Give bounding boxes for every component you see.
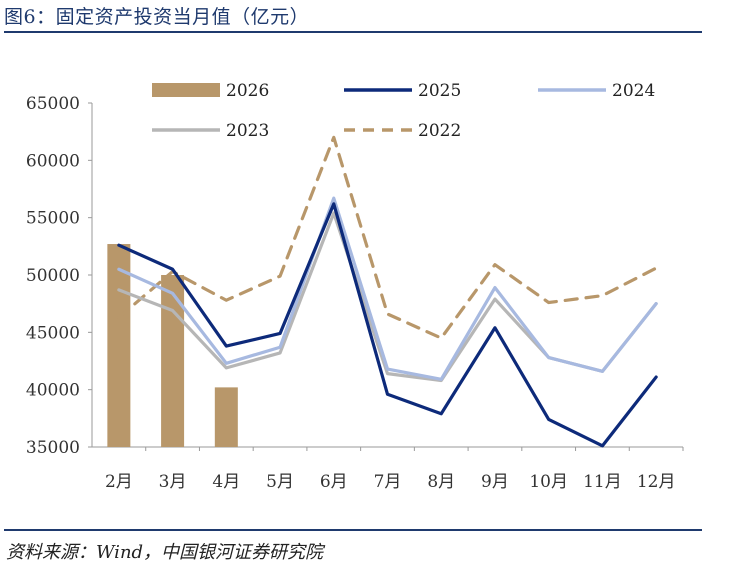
- y-tick-label: 35000: [26, 438, 80, 458]
- legend-label-2025: 2025: [418, 81, 461, 101]
- y-tick-label: 50000: [26, 266, 80, 286]
- legend-label-2026: 2026: [226, 81, 269, 101]
- x-tick-label: 12月: [637, 472, 676, 492]
- x-tick-label: 11月: [583, 472, 622, 492]
- legend-swatch-2026: [152, 83, 220, 97]
- y-tick-label: 55000: [26, 209, 80, 229]
- x-tick-label: 2月: [105, 472, 133, 492]
- legend-label-2022: 2022: [418, 121, 461, 141]
- line-series: [117, 135, 658, 448]
- y-tick-label: 60000: [26, 151, 80, 171]
- bar-2026: [107, 244, 131, 447]
- legend-label-2024: 2024: [612, 81, 655, 101]
- y-tick-label: 40000: [26, 381, 80, 401]
- source-note: 资料来源：Wind，中国银河证券研究院: [6, 542, 324, 563]
- bar-2026: [214, 387, 238, 447]
- x-tick-label: 8月: [427, 472, 455, 492]
- x-tick-label: 3月: [159, 472, 187, 492]
- chart-title: 图6：固定资产投资当月值（亿元）: [4, 6, 310, 28]
- x-tick-label: 9月: [481, 472, 509, 492]
- y-tick-label: 45000: [26, 323, 80, 343]
- line-2022: [117, 135, 658, 340]
- x-tick-label: 7月: [374, 472, 402, 492]
- chart: 2026 2025 2024 2023 2022 35000 40000 45000 5000…: [26, 81, 684, 492]
- title-rule: [4, 31, 702, 33]
- line-2023: [117, 211, 658, 383]
- x-tick-label: 6月: [320, 472, 348, 492]
- x-tick-label: 5月: [266, 472, 294, 492]
- line-2025: [117, 202, 658, 448]
- bar-2026: [161, 275, 185, 447]
- line-2024: [117, 196, 658, 381]
- x-tick-label: 4月: [212, 472, 240, 492]
- axes: 35000 40000 45000 50000 55000 60000 65000 2月 3月 4…: [26, 94, 684, 492]
- legend: 2026 2025 2024 2023 2022: [152, 81, 655, 141]
- y-tick-label: 65000: [26, 94, 80, 114]
- x-tick-label: 10月: [529, 472, 568, 492]
- source-rule: [4, 529, 702, 531]
- legend-label-2023: 2023: [226, 121, 269, 141]
